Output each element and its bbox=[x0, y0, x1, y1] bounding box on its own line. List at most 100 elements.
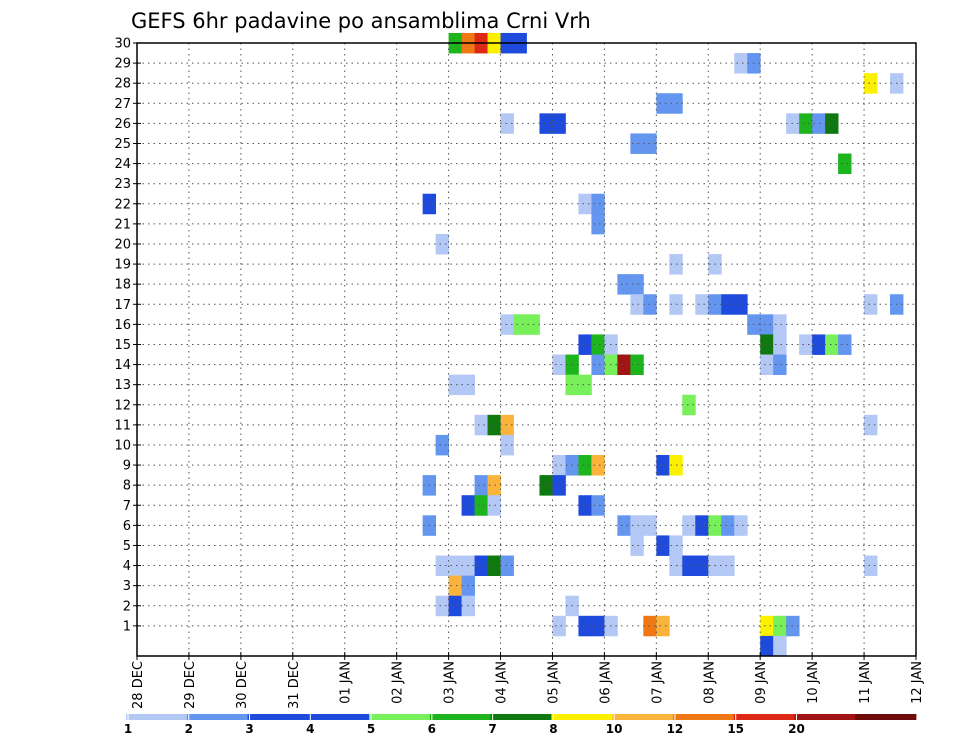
heatmap-cell bbox=[474, 475, 488, 496]
heatmap-cell bbox=[734, 294, 748, 315]
x-tick-label: 08 JAN bbox=[702, 661, 717, 704]
y-tick-label: 10 bbox=[114, 438, 131, 453]
heatmap-cell bbox=[487, 495, 501, 516]
heatmap-cell bbox=[435, 233, 449, 255]
heatmap-cell bbox=[695, 515, 709, 536]
heatmap-cell bbox=[630, 354, 644, 376]
heatmap-cell bbox=[435, 555, 449, 577]
plot-frame bbox=[136, 42, 917, 657]
y-tick-label: 15 bbox=[114, 338, 131, 353]
colorbar-label: 15 bbox=[727, 722, 744, 736]
chart-title: GEFS 6hr padavine po ansamblima Crni Vrh bbox=[131, 9, 591, 33]
y-tick-label: 2 bbox=[123, 599, 131, 614]
heatmap-cell bbox=[487, 555, 501, 577]
colorbar: 1 2 3 4 5 6 7 8 10 12 15 20 bbox=[124, 714, 917, 736]
heatmap-cell bbox=[864, 294, 878, 315]
heatmap-cell bbox=[721, 515, 735, 536]
colorbar-segment bbox=[733, 714, 795, 720]
heatmap-cell bbox=[448, 575, 462, 597]
heatmap-cell bbox=[773, 314, 787, 335]
heatmap-cell bbox=[448, 374, 462, 396]
heatmap-cell bbox=[448, 555, 462, 577]
heatmap-cell bbox=[617, 354, 631, 376]
heatmap-cell bbox=[682, 394, 696, 416]
heatmap-cell bbox=[643, 615, 657, 637]
x-axis-ticks: 28 DEC 29 DEC 30 DEC 31 DEC 01 JAN 02 JAN 03 J… bbox=[131, 652, 925, 709]
heatmap-cell bbox=[578, 193, 592, 215]
heatmap-cell bbox=[760, 615, 774, 637]
y-tick-label: 19 bbox=[114, 258, 131, 273]
y-tick-label: 23 bbox=[114, 177, 131, 192]
y-tick-label: 22 bbox=[114, 197, 131, 212]
heatmap-cell bbox=[630, 133, 644, 154]
x-tick-label: 10 JAN bbox=[806, 661, 821, 704]
colorbar-segment bbox=[369, 714, 431, 720]
y-tick-label: 30 bbox=[114, 37, 131, 52]
heatmap-cell bbox=[552, 615, 566, 637]
heatmap-cell bbox=[578, 615, 592, 637]
heatmap-cell bbox=[656, 615, 670, 637]
heatmap-cell bbox=[552, 455, 566, 476]
heatmap-cell bbox=[474, 495, 488, 516]
heatmap-cell bbox=[578, 334, 592, 355]
heatmap-cell bbox=[864, 73, 878, 94]
heatmap-cell bbox=[760, 635, 774, 657]
heatmap-cell bbox=[591, 615, 605, 637]
y-tick-label: 1 bbox=[123, 619, 131, 634]
colorbar-label: 4 bbox=[306, 722, 314, 736]
heatmap-cell bbox=[643, 515, 657, 536]
heatmap-cell bbox=[435, 595, 449, 617]
heatmap-cell bbox=[591, 455, 605, 476]
heatmap-cell bbox=[539, 113, 553, 134]
heatmap-cell bbox=[864, 414, 878, 436]
heatmap-cell bbox=[760, 334, 774, 355]
heatmap-cell bbox=[539, 475, 553, 496]
colorbar-segment bbox=[126, 714, 188, 720]
heatmap-cell bbox=[500, 113, 514, 134]
x-tick-label: 07 JAN bbox=[650, 661, 665, 704]
colorbar-label: 3 bbox=[245, 722, 253, 736]
heatmap-cells bbox=[422, 32, 904, 657]
y-tick-label: 7 bbox=[123, 499, 131, 514]
heatmap-cell bbox=[643, 294, 657, 315]
colorbar-label: 6 bbox=[428, 722, 436, 736]
heatmap-cell bbox=[500, 434, 514, 456]
x-tick-label: 02 JAN bbox=[391, 661, 406, 704]
colorbar-segment bbox=[855, 714, 917, 720]
colorbar-segment bbox=[490, 714, 552, 720]
x-tick-label: 06 JAN bbox=[598, 661, 613, 704]
y-tick-label: 17 bbox=[114, 298, 131, 313]
y-tick-label: 14 bbox=[114, 358, 131, 373]
heatmap-cell bbox=[838, 334, 852, 355]
heatmap-cell bbox=[734, 515, 748, 536]
heatmap-cell bbox=[682, 515, 696, 536]
colorbar-segment bbox=[429, 714, 492, 720]
heatmap-cell bbox=[864, 555, 878, 577]
y-tick-label: 3 bbox=[123, 579, 131, 594]
heatmap-cell bbox=[656, 93, 670, 114]
heatmap-cell bbox=[487, 414, 501, 436]
heatmap-cell bbox=[591, 193, 605, 215]
y-tick-label: 8 bbox=[123, 479, 131, 494]
heatmap-cell bbox=[591, 334, 605, 355]
heatmap-cell bbox=[656, 535, 670, 556]
grid-lines bbox=[137, 42, 916, 656]
heatmap-cell bbox=[487, 475, 501, 496]
colorbar-label: 2 bbox=[185, 722, 193, 736]
heatmap-cell bbox=[500, 555, 514, 577]
colorbar-segment bbox=[308, 714, 370, 720]
y-tick-label: 28 bbox=[114, 77, 131, 92]
x-tick-label: 30 DEC bbox=[235, 661, 250, 709]
heatmap-cell bbox=[643, 133, 657, 154]
heatmap-cell bbox=[552, 354, 566, 376]
colorbar-label: 20 bbox=[788, 722, 805, 736]
heatmap-cell bbox=[435, 434, 449, 456]
heatmap-cell bbox=[617, 515, 631, 536]
heatmap-cell bbox=[760, 354, 774, 376]
y-tick-label: 24 bbox=[114, 157, 131, 172]
heatmap-cell bbox=[773, 354, 787, 376]
heatmap-cell bbox=[721, 294, 735, 315]
y-tick-label: 21 bbox=[114, 217, 131, 232]
x-tick-label: 01 JAN bbox=[339, 661, 354, 704]
